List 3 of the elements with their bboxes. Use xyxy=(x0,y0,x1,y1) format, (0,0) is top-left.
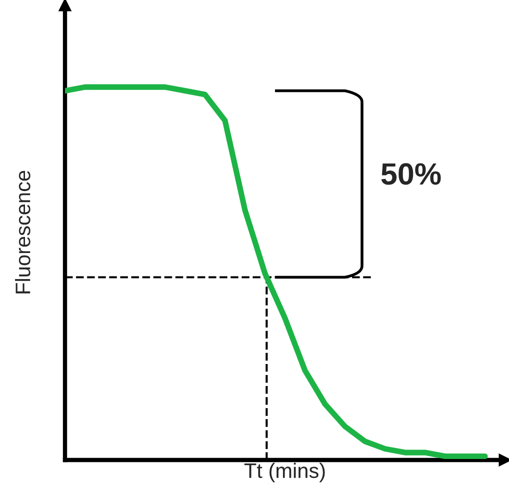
x-axis-title: Tt (mins) xyxy=(244,462,325,482)
y-axis-title: Fluorescence xyxy=(15,170,30,294)
annotation: 50% xyxy=(381,163,441,185)
